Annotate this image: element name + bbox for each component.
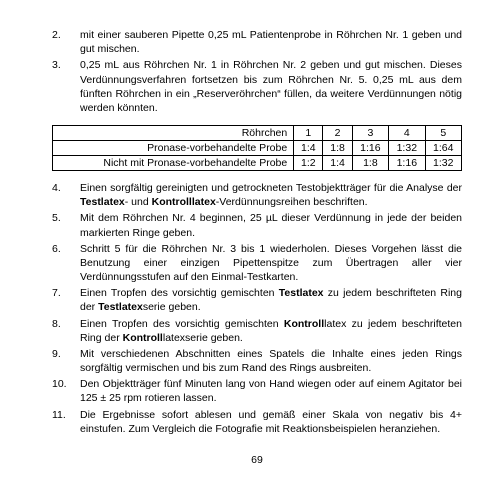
document-page: 2.mit einer sauberen Pipette 0,25 mL Pat… xyxy=(0,0,500,486)
list-top: 2.mit einer sauberen Pipette 0,25 mL Pat… xyxy=(52,28,462,115)
table-header-col: 5 xyxy=(425,126,461,141)
table-cell: 1:8 xyxy=(352,156,388,171)
list-item: 11.Die Ergebnisse sofort ablesen und gem… xyxy=(52,408,462,436)
list-bottom: 4.Einen sorgfältig gereinigten und getro… xyxy=(52,181,462,436)
list-item-text: Mit dem Röhrchen Nr. 4 beginnen, 25 µL d… xyxy=(80,211,462,239)
list-item-number: 10. xyxy=(52,377,80,405)
list-item: 7.Einen Tropfen des vorsichtig gemischte… xyxy=(52,286,462,314)
table-cell: 1:32 xyxy=(389,141,425,156)
list-item-number: 11. xyxy=(52,408,80,436)
list-item: 10.Den Objektträger fünf Minuten lang vo… xyxy=(52,377,462,405)
list-item-text: Die Ergebnisse sofort ablesen und gemäß … xyxy=(80,408,462,436)
list-item-text: Einen Tropfen des vorsichtig gemischten … xyxy=(80,317,462,345)
list-item: 5.Mit dem Röhrchen Nr. 4 beginnen, 25 µL… xyxy=(52,211,462,239)
page-number: 69 xyxy=(52,454,462,466)
list-item-number: 4. xyxy=(52,181,80,209)
list-item-number: 5. xyxy=(52,211,80,239)
list-item-number: 6. xyxy=(52,242,80,285)
table-header-col: 3 xyxy=(352,126,388,141)
table-cell: 1:64 xyxy=(425,141,461,156)
list-item: 9.Mit verschiedenen Abschnitten eines Sp… xyxy=(52,347,462,375)
list-item: 3.0,25 mL aus Röhrchen Nr. 1 in Röhrchen… xyxy=(52,58,462,115)
table-row: Nicht mit Pronase-vorbehandelte Probe1:2… xyxy=(53,156,462,171)
list-item-text: Einen Tropfen des vorsichtig gemischten … xyxy=(80,286,462,314)
list-item-number: 9. xyxy=(52,347,80,375)
table-header-col: 1 xyxy=(294,126,323,141)
table-header-col: 4 xyxy=(389,126,425,141)
table-cell: 1:32 xyxy=(425,156,461,171)
table-row-label: Pronase-vorbehandelte Probe xyxy=(53,141,294,156)
list-item: 8.Einen Tropfen des vorsichtig gemischte… xyxy=(52,317,462,345)
table-row: Pronase-vorbehandelte Probe1:41:81:161:3… xyxy=(53,141,462,156)
table-cell: 1:2 xyxy=(294,156,323,171)
table-cell: 1:16 xyxy=(389,156,425,171)
list-item-text: Mit verschiedenen Abschnitten eines Spat… xyxy=(80,347,462,375)
list-item-number: 3. xyxy=(52,58,80,115)
list-item-text: Schritt 5 für die Röhrchen Nr. 3 bis 1 w… xyxy=(80,242,462,285)
dilution-table: Röhrchen12345Pronase-vorbehandelte Probe… xyxy=(52,125,462,171)
list-item: 6.Schritt 5 für die Röhrchen Nr. 3 bis 1… xyxy=(52,242,462,285)
list-item-text: Einen sorgfältig gereinigten und getrock… xyxy=(80,181,462,209)
list-item-number: 8. xyxy=(52,317,80,345)
table-cell: 1:4 xyxy=(294,141,323,156)
list-item-text: Den Objektträger fünf Minuten lang von H… xyxy=(80,377,462,405)
list-item-number: 2. xyxy=(52,28,80,56)
list-item-number: 7. xyxy=(52,286,80,314)
table-cell: 1:8 xyxy=(323,141,352,156)
table-header-col: 2 xyxy=(323,126,352,141)
table-row-label: Nicht mit Pronase-vorbehandelte Probe xyxy=(53,156,294,171)
table-header-label: Röhrchen xyxy=(53,126,294,141)
list-item: 4.Einen sorgfältig gereinigten und getro… xyxy=(52,181,462,209)
list-item: 2.mit einer sauberen Pipette 0,25 mL Pat… xyxy=(52,28,462,56)
list-item-text: 0,25 mL aus Röhrchen Nr. 1 in Röhrchen N… xyxy=(80,58,462,115)
table-cell: 1:16 xyxy=(352,141,388,156)
table-cell: 1:4 xyxy=(323,156,352,171)
list-item-text: mit einer sauberen Pipette 0,25 mL Patie… xyxy=(80,28,462,56)
